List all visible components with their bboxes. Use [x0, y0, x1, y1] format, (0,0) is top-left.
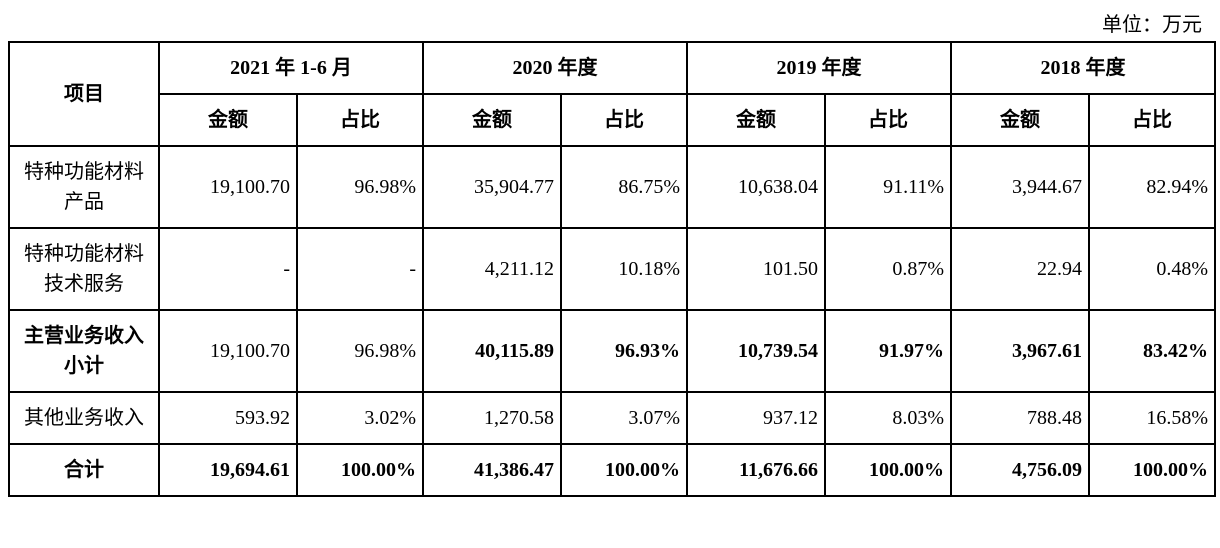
cell-amount: 11,676.66	[687, 444, 825, 496]
cell-pct: 3.07%	[561, 392, 687, 444]
cell-amount: 19,100.70	[159, 310, 297, 392]
cell-pct: 96.98%	[297, 146, 423, 228]
cell-amount: 19,694.61	[159, 444, 297, 496]
table-row: 主营业务收入小计19,100.7096.98%40,115.8996.93%10…	[9, 310, 1215, 392]
header-pct-1: 占比	[561, 94, 687, 146]
header-row-2: 金额 占比 金额 占比 金额 占比 金额 占比	[9, 94, 1215, 146]
cell-pct: 0.48%	[1089, 228, 1215, 310]
header-period-0: 2021 年 1-6 月	[159, 42, 423, 94]
cell-pct: 91.11%	[825, 146, 951, 228]
cell-pct: 16.58%	[1089, 392, 1215, 444]
cell-amount: 593.92	[159, 392, 297, 444]
header-amount-2: 金额	[687, 94, 825, 146]
cell-pct: 8.03%	[825, 392, 951, 444]
cell-pct: 83.42%	[1089, 310, 1215, 392]
header-amount-1: 金额	[423, 94, 561, 146]
row-label: 合计	[9, 444, 159, 496]
cell-amount: 3,967.61	[951, 310, 1089, 392]
row-label: 其他业务收入	[9, 392, 159, 444]
header-period-2: 2019 年度	[687, 42, 951, 94]
header-period-3: 2018 年度	[951, 42, 1215, 94]
header-amount-3: 金额	[951, 94, 1089, 146]
cell-amount: 41,386.47	[423, 444, 561, 496]
cell-pct: 91.97%	[825, 310, 951, 392]
cell-amount: 3,944.67	[951, 146, 1089, 228]
row-label: 特种功能材料技术服务	[9, 228, 159, 310]
table-row: 特种功能材料技术服务--4,211.1210.18%101.500.87%22.…	[9, 228, 1215, 310]
cell-pct: 100.00%	[297, 444, 423, 496]
cell-pct: -	[297, 228, 423, 310]
cell-pct: 10.18%	[561, 228, 687, 310]
cell-amount: 19,100.70	[159, 146, 297, 228]
financial-table: 项目 2021 年 1-6 月 2020 年度 2019 年度 2018 年度 …	[8, 41, 1216, 497]
cell-pct: 100.00%	[561, 444, 687, 496]
cell-amount: 4,756.09	[951, 444, 1089, 496]
cell-amount: 4,211.12	[423, 228, 561, 310]
cell-pct: 100.00%	[1089, 444, 1215, 496]
row-label: 主营业务收入小计	[9, 310, 159, 392]
cell-amount: -	[159, 228, 297, 310]
cell-amount: 10,739.54	[687, 310, 825, 392]
cell-pct: 3.02%	[297, 392, 423, 444]
unit-label: 单位：万元	[8, 8, 1212, 37]
cell-amount: 937.12	[687, 392, 825, 444]
table-row: 其他业务收入593.923.02%1,270.583.07%937.128.03…	[9, 392, 1215, 444]
header-pct-3: 占比	[1089, 94, 1215, 146]
cell-pct: 0.87%	[825, 228, 951, 310]
cell-pct: 86.75%	[561, 146, 687, 228]
cell-amount: 101.50	[687, 228, 825, 310]
row-label: 特种功能材料产品	[9, 146, 159, 228]
cell-amount: 788.48	[951, 392, 1089, 444]
header-row-1: 项目 2021 年 1-6 月 2020 年度 2019 年度 2018 年度	[9, 42, 1215, 94]
cell-amount: 35,904.77	[423, 146, 561, 228]
cell-pct: 96.93%	[561, 310, 687, 392]
header-amount-0: 金额	[159, 94, 297, 146]
header-period-1: 2020 年度	[423, 42, 687, 94]
table-row: 合计19,694.61100.00%41,386.47100.00%11,676…	[9, 444, 1215, 496]
cell-pct: 96.98%	[297, 310, 423, 392]
header-project: 项目	[9, 42, 159, 146]
header-pct-2: 占比	[825, 94, 951, 146]
header-pct-0: 占比	[297, 94, 423, 146]
cell-amount: 22.94	[951, 228, 1089, 310]
cell-pct: 100.00%	[825, 444, 951, 496]
cell-amount: 1,270.58	[423, 392, 561, 444]
cell-pct: 82.94%	[1089, 146, 1215, 228]
cell-amount: 40,115.89	[423, 310, 561, 392]
cell-amount: 10,638.04	[687, 146, 825, 228]
table-row: 特种功能材料产品19,100.7096.98%35,904.7786.75%10…	[9, 146, 1215, 228]
